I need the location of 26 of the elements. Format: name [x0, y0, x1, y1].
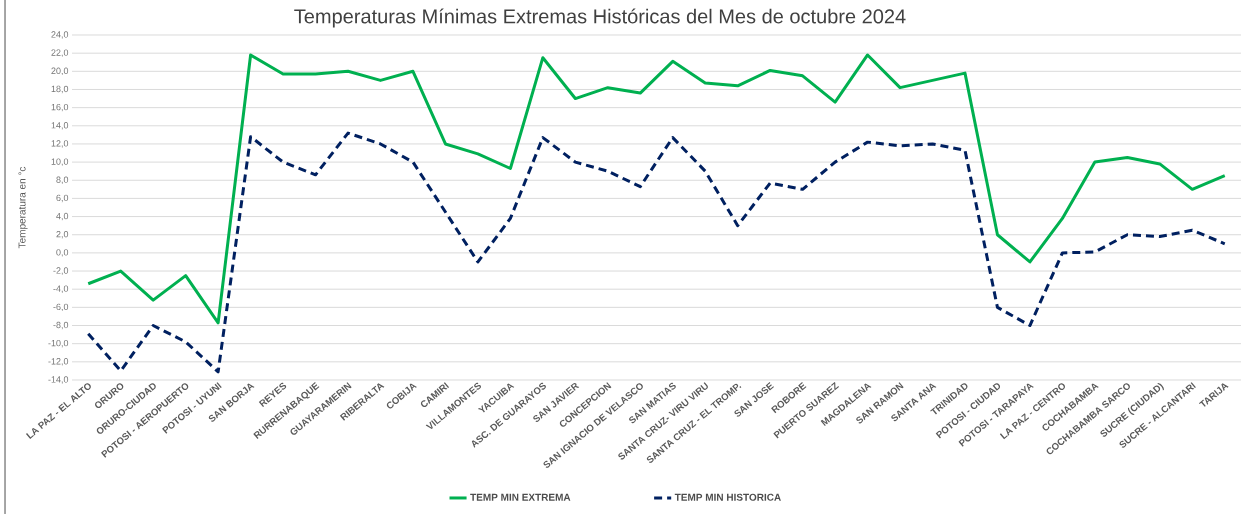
y-tick-label: 12,0: [51, 140, 69, 148]
y-tick-label: 0,0: [56, 249, 69, 257]
y-tick-label: 18,0: [51, 85, 69, 94]
legend-label: TEMP MIN HISTORICA: [674, 493, 781, 501]
y-tick-label: 24,0: [51, 31, 69, 39]
y-tick-label: -4,0: [53, 285, 69, 293]
legend-label: TEMP MIN EXTREMA: [470, 493, 571, 501]
y-tick-label: 20,0: [51, 67, 69, 76]
y-tick-label: -2,0: [53, 267, 69, 275]
y-tick-label: 14,0: [51, 122, 69, 130]
y-tick-label: 6,0: [56, 194, 69, 203]
y-tick-label: -8,0: [53, 321, 69, 330]
y-tick-label: 22,0: [51, 49, 69, 57]
y-tick-label: -6,0: [53, 303, 69, 312]
y-axis-title: Temperatura en °c: [18, 166, 28, 249]
line-series: [86, 131, 1227, 374]
y-tick-label: -14,0: [48, 376, 69, 384]
y-tick-label: 4,0: [56, 212, 69, 221]
chart-title: Temperaturas Mínimas Extremas Históricas del Mes de octubre 2024: [294, 8, 906, 28]
line-series: [86, 53, 1227, 325]
y-tick-label: 2,0: [56, 231, 69, 239]
y-tick-label: -12,0: [48, 358, 69, 366]
y-tick-label: 16,0: [51, 103, 69, 112]
y-tick-label: 8,0: [56, 176, 69, 184]
y-tick-label: -10,0: [48, 339, 69, 348]
y-tick-label: 10,0: [51, 158, 69, 166]
